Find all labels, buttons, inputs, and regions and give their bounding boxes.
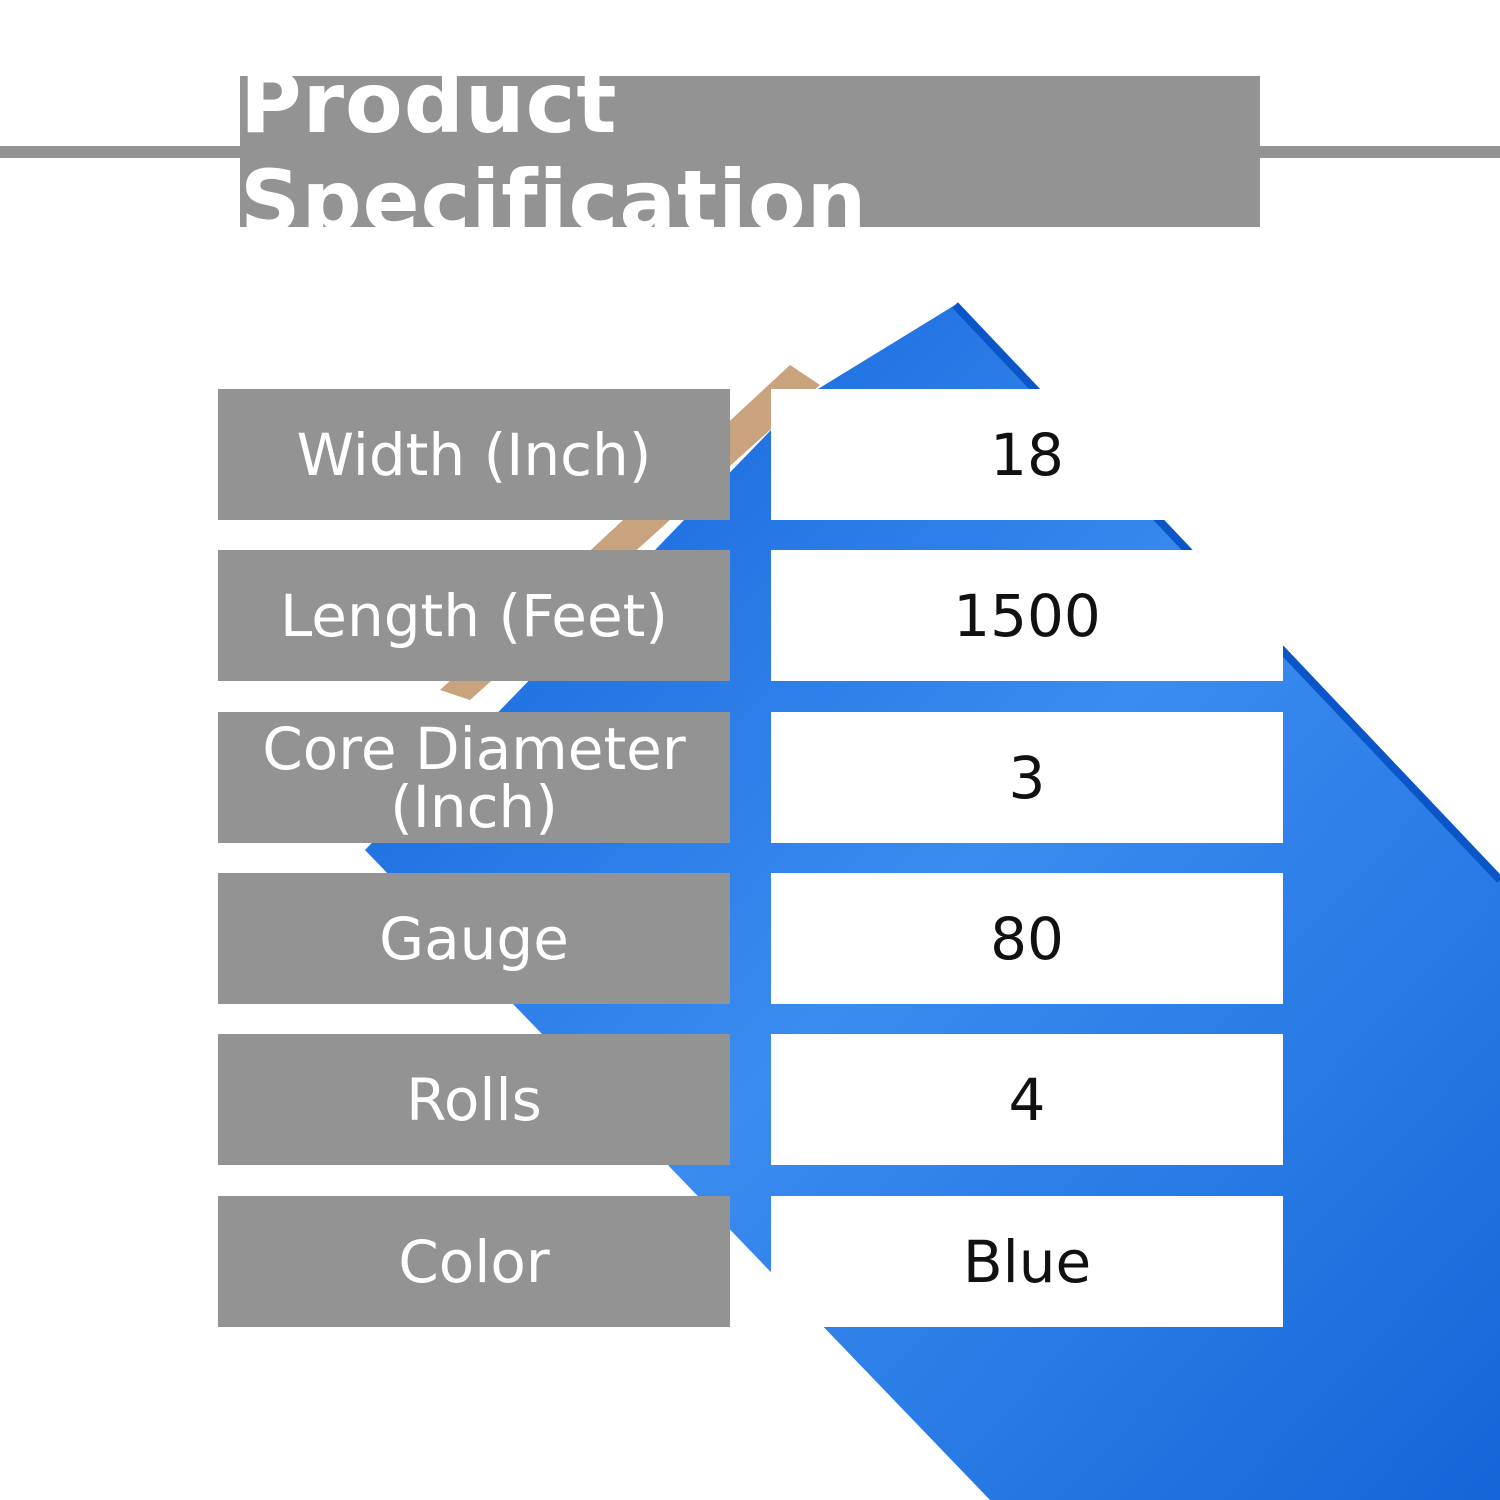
spec-value: 4 <box>771 1034 1283 1165</box>
spec-value: 80 <box>771 873 1283 1004</box>
spec-row-rolls: Rolls 4 <box>218 1034 1283 1165</box>
spec-row-gauge: Gauge 80 <box>218 873 1283 1004</box>
spec-value: Blue <box>771 1196 1283 1327</box>
spec-label: Gauge <box>218 873 730 1004</box>
spec-label: Color <box>218 1196 730 1327</box>
spec-value: 18 <box>771 389 1283 520</box>
spec-label: Width (Inch) <box>218 389 730 520</box>
title-banner: Product Specification <box>240 54 1260 250</box>
title-rule-left <box>0 146 240 158</box>
spec-value: 1500 <box>771 550 1283 681</box>
spec-row-core-diameter: Core Diameter (Inch) 3 <box>218 712 1283 843</box>
spec-value: 3 <box>771 712 1283 843</box>
spec-row-width: Width (Inch) 18 <box>218 389 1283 520</box>
page-title: Product Specification <box>240 53 868 250</box>
spec-label: Core Diameter (Inch) <box>218 712 730 843</box>
title-rule-right <box>1260 146 1500 158</box>
spec-label: Rolls <box>218 1034 730 1165</box>
spec-label: Length (Feet) <box>218 550 730 681</box>
spec-row-length: Length (Feet) 1500 <box>218 550 1283 681</box>
spec-row-color: Color Blue <box>218 1196 1283 1327</box>
